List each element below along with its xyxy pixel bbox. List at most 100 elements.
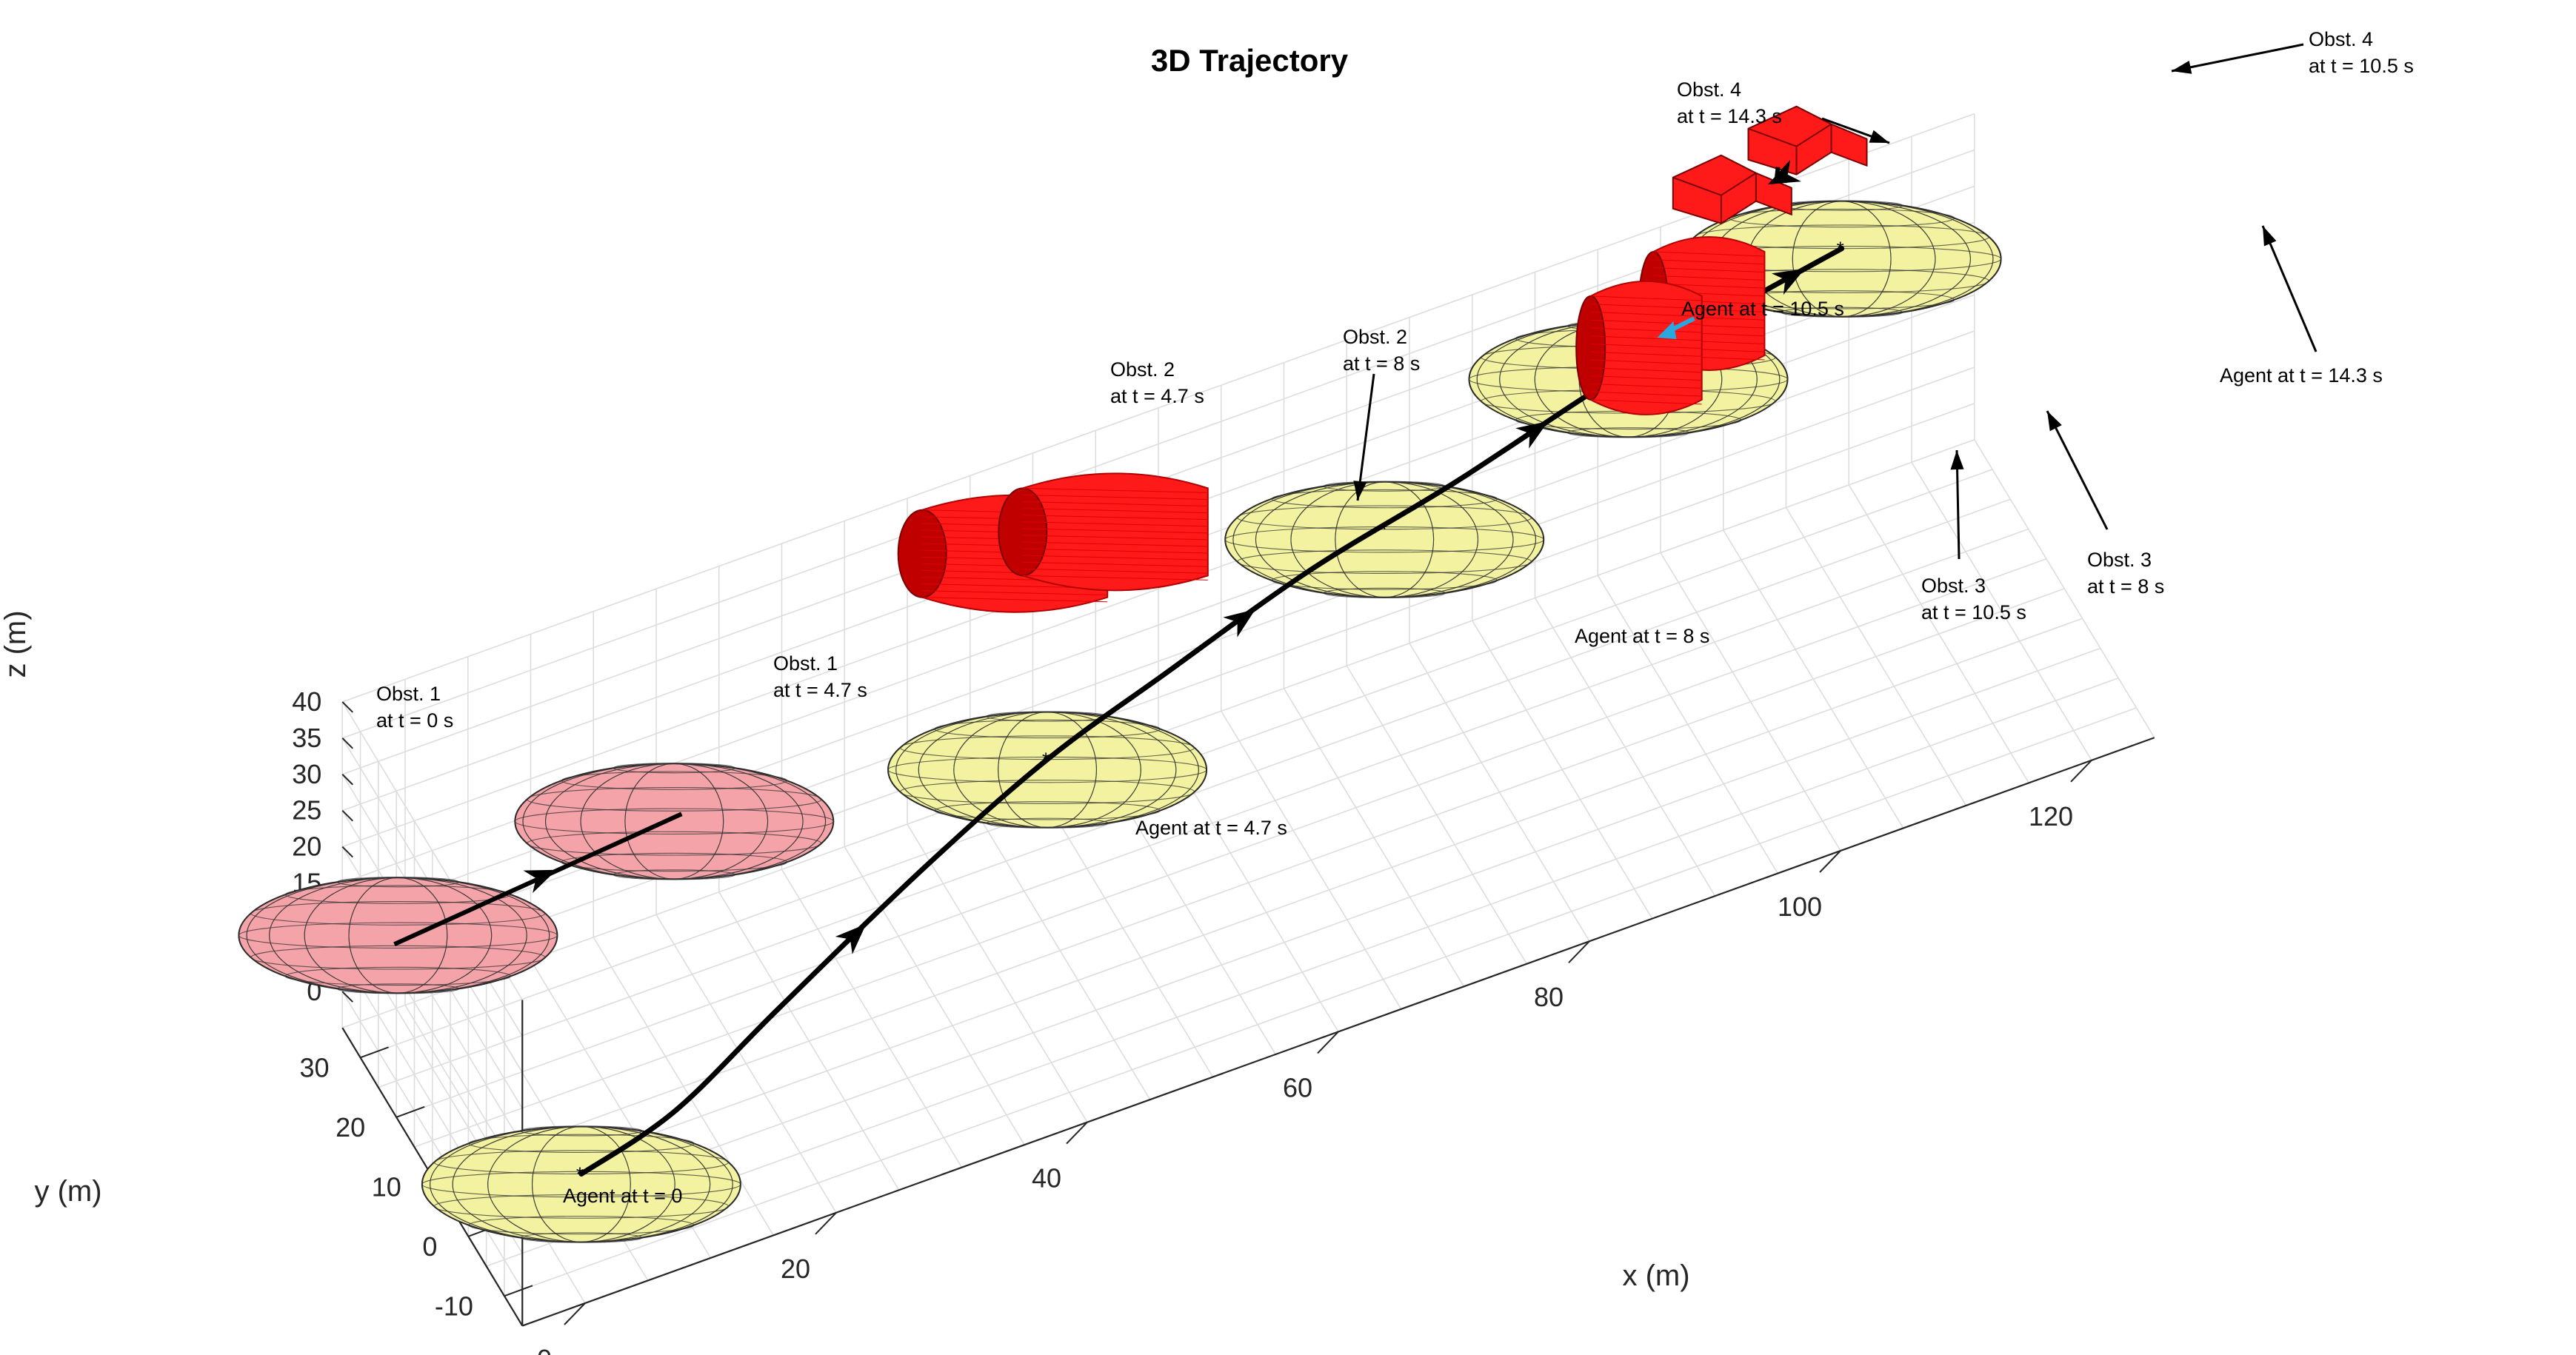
drum-line [1590, 295, 1702, 301]
y-tick-label: 10 [372, 1171, 401, 1202]
y-tick-label: -10 [435, 1291, 473, 1321]
latitude [1271, 571, 1498, 590]
x-tick-label: 60 [1283, 1072, 1312, 1103]
latitude [1566, 427, 1690, 438]
obstacle-1-snapshot-1-body [514, 763, 835, 880]
grid-line [341, 403, 1975, 992]
latitude [520, 1125, 643, 1137]
x-tick [1568, 940, 1590, 963]
annotations: Obst. 1 at t = 0 s Obst. 1at t = 4.7 s Obst… [376, 28, 2414, 1207]
z-tick-label: 25 [292, 795, 321, 826]
latitude [934, 719, 1161, 739]
annotation-a_obst4_t143: Obst. 4 at t = 14.3 s [1677, 78, 1890, 144]
annotation-a_obst3_t105: Obst. 3 at t = 10.5 s [1921, 449, 2026, 623]
drum-line [1022, 535, 1208, 541]
x-tick-label: 100 [1778, 891, 1822, 922]
latitude [899, 780, 1195, 804]
meridian [348, 877, 448, 994]
y-axis-label: y (m) [34, 1175, 101, 1208]
drum-line [922, 590, 1108, 596]
drum-line [1022, 561, 1208, 567]
z-tick [341, 991, 353, 1003]
latitude [250, 901, 546, 926]
latitude [1323, 587, 1447, 598]
meridian [1792, 201, 1892, 318]
grid-line [450, 618, 2083, 1208]
z-tick [341, 809, 353, 822]
annotation-pointer [1356, 373, 1375, 501]
annotation-a_agent_t105: Agent at t = 10.5 s [1681, 298, 1844, 320]
obstacle-4-arrow [1768, 159, 1801, 185]
x-tick-label: 120 [2029, 801, 2073, 832]
z-axis-label: z (m) [0, 610, 32, 678]
annotation-text: at t = 8 s [1343, 352, 1420, 375]
agent-center-marker: * [576, 1162, 584, 1185]
annotation-a_obst2_t47: Obst. 2 at t = 4.7 s [1110, 358, 1204, 407]
agent-snapshot-1 [887, 711, 1208, 829]
annotation-a_obst1_t47: Obst. 1 at t = 4.7 s [773, 652, 867, 701]
drum-line [1653, 275, 1765, 281]
latitude [336, 983, 460, 994]
trajectory-arrow [1223, 609, 1256, 638]
annotation-text: Agent at t = 10.5 s [1681, 298, 1844, 320]
obstacle-1-snapshot-0 [238, 877, 558, 994]
obstacle-4-snapshot-1 [1747, 105, 1868, 175]
annotation-a_obst3_t8: Obst. 3 at t = 8 s [2046, 410, 2164, 598]
x-axis-label: x (m) [1622, 1259, 1689, 1292]
obstacle-2-snapshot-1 [998, 472, 1209, 592]
annotation-text: Obst. 4 [2309, 28, 2373, 50]
z-tick-label: 35 [292, 723, 321, 753]
annotation-text: Obst. 2 [1343, 326, 1407, 348]
z-tick-label: 40 [292, 686, 321, 717]
annotation-arrowhead [2047, 411, 2062, 432]
annotation-text: Agent at t = 4.7 s [1135, 817, 1287, 839]
y-tick-label: 30 [300, 1052, 330, 1083]
latitude [250, 945, 546, 970]
latitude [561, 771, 787, 790]
annotation-pointer [2261, 225, 2318, 352]
drum-line [1590, 311, 1702, 317]
latitude [986, 817, 1109, 829]
grid-line [504, 707, 2137, 1297]
scene: ***** [238, 105, 2002, 1243]
obstacle-3-snapshot-0 [1575, 281, 1703, 415]
x-tick-label: 80 [1534, 982, 1564, 1012]
annotation-arrowhead [1869, 130, 1889, 143]
drum-line [1022, 494, 1208, 500]
annotation-a_agent_t143: Agent at t = 14.3 s [2220, 225, 2383, 387]
annotation-text: Agent at t = 0 [563, 1185, 682, 1207]
grid-line [486, 677, 2119, 1267]
x-tick [815, 1212, 837, 1235]
drum-line [1590, 344, 1702, 349]
annotation-text: at t = 8 s [2087, 575, 2164, 598]
latitude [613, 869, 736, 880]
annotation-text: at t = 14.3 s [1677, 105, 1782, 127]
drum-line [1022, 548, 1208, 554]
grid-line [378, 498, 2011, 1088]
annotation-text: Agent at t = 14.3 s [2220, 364, 2383, 387]
grid-line [414, 558, 2047, 1148]
grid-line [396, 528, 2029, 1118]
annotation-text: Obst. 1 [376, 683, 441, 705]
agent-center-marker: * [1042, 749, 1050, 771]
drum-line [1590, 383, 1702, 389]
annotation-text: at t = 0 s [376, 709, 453, 732]
annotation-pointer [2046, 410, 2109, 530]
drum-line [1590, 304, 1702, 310]
obstacle-1-snapshot-0-body [238, 877, 558, 994]
trajectory-arrow [835, 923, 867, 954]
drum-line [922, 597, 1108, 603]
grid-line [432, 588, 2065, 1178]
obstacle-4-snapshot-0-body [1672, 154, 1792, 224]
latitude [1237, 549, 1532, 575]
latitude [336, 877, 460, 888]
z-tick-label: 30 [292, 759, 321, 789]
drum-line [1590, 399, 1702, 405]
y-tick [504, 1285, 533, 1297]
drum-line [1653, 259, 1765, 265]
drum-line [1590, 391, 1702, 397]
x-tick [2070, 760, 2092, 783]
z-tick [341, 737, 353, 749]
drum-line [1022, 515, 1208, 521]
